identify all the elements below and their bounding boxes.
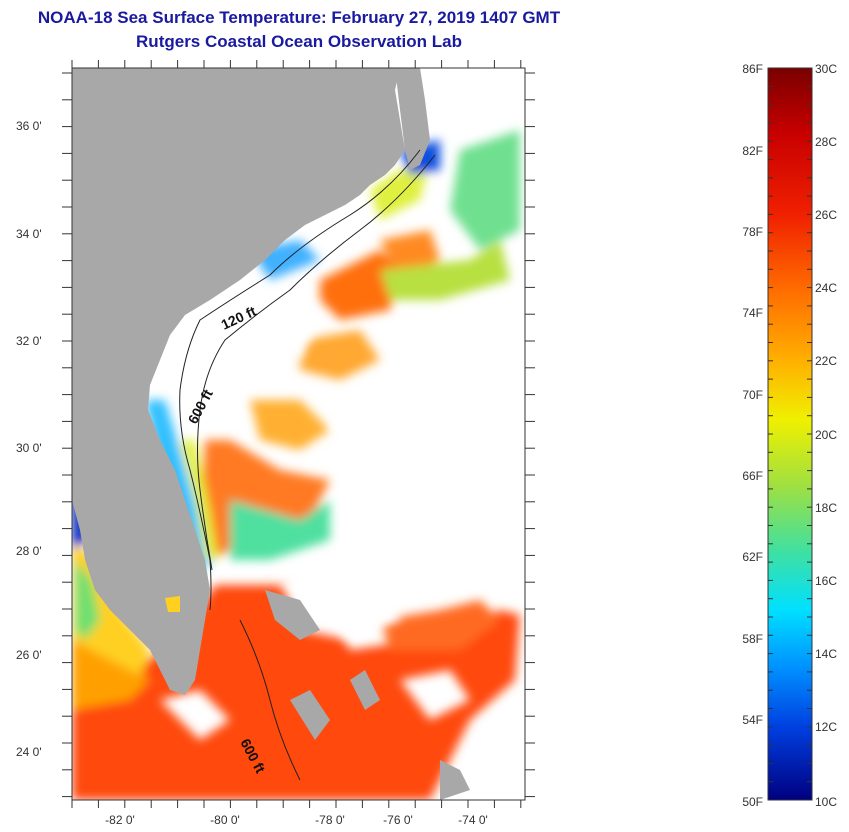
- cloud-5: [250, 300, 320, 360]
- land-outer-banks: [395, 68, 430, 170]
- colorbar-f-74: 74F: [742, 306, 763, 320]
- colorbar-c-26: 26C: [815, 208, 838, 222]
- coastal-yellow-nc: [370, 160, 430, 220]
- colorbar-f-66: 66F: [742, 469, 763, 483]
- lon-label-74: -74 0': [458, 813, 488, 827]
- frame-ticks: [62, 60, 535, 808]
- lon-label-80: -80 0': [210, 813, 240, 827]
- offshore-orange-patch-3: [320, 250, 400, 320]
- lat-label-30: 30 0': [16, 441, 42, 455]
- colorbar-c-10: 10C: [815, 795, 838, 809]
- colorbar-f-70: 70F: [742, 388, 763, 402]
- colorbar-c-28: 28C: [815, 135, 838, 149]
- colorbar-c-14: 14C: [815, 647, 838, 661]
- land-southeast-us: [72, 68, 405, 695]
- cloud-4: [330, 410, 420, 470]
- colorbar: [767, 67, 813, 801]
- land-bahamas-3: [350, 670, 380, 710]
- offshore-orange-patch-5: [300, 330, 380, 380]
- colorbar-ticks: [768, 67, 812, 801]
- colorbar-f-54: 54F: [742, 713, 763, 727]
- colorbar-c-16: 16C: [815, 574, 838, 588]
- colorbar-f-58: 58F: [742, 632, 763, 646]
- offshore-green-patch-3: [230, 500, 330, 560]
- lon-label-76: -76 0': [383, 813, 413, 827]
- sst-field: [72, 68, 520, 800]
- colorbar-f-86: 86F: [742, 62, 763, 76]
- gulf-orange: [72, 640, 150, 710]
- lake-okeechobee: [165, 596, 180, 612]
- lat-label-32: 32 0': [16, 334, 42, 348]
- lat-label-26: 26 0': [16, 648, 42, 662]
- land-cuba: [440, 760, 470, 800]
- east-orange: [380, 600, 500, 650]
- contour-600ft-south: [239, 619, 301, 781]
- lat-label-24: 24 0': [16, 745, 42, 759]
- colorbar-c-18: 18C: [815, 501, 838, 515]
- offshore-orange-patch-2: [250, 400, 330, 450]
- lat-label-28: 28 0': [16, 544, 42, 558]
- land-bahamas-1: [265, 590, 320, 640]
- colorbar-c-12: 12C: [815, 720, 838, 734]
- colorbar-c-30: 30C: [815, 62, 838, 76]
- contour-600ft: [197, 154, 436, 571]
- colorbar-f-78: 78F: [742, 225, 763, 239]
- cloud-3: [400, 670, 470, 720]
- colorbar-c-22: 22C: [815, 354, 838, 368]
- land-bahamas-2: [290, 690, 330, 740]
- colorbar-f-62: 62F: [742, 550, 763, 564]
- colorbar-f-82: 82F: [742, 144, 763, 158]
- colorbar-f-50: 50F: [742, 795, 763, 809]
- gulf-green-patch: [75, 560, 100, 640]
- lat-label-34: 34 0': [16, 227, 42, 241]
- cloud-2: [160, 690, 230, 740]
- lon-label-78: -78 0': [315, 813, 345, 827]
- offshore-green-patch-1: [380, 240, 510, 300]
- map-frame: [71, 67, 526, 801]
- contour-120ft: [179, 149, 421, 611]
- colorbar-c-24: 24C: [815, 281, 838, 295]
- map-title: NOAA-18 Sea Surface Temperature: Februar…: [37, 8, 561, 27]
- colorbar-c-20: 20C: [815, 428, 838, 442]
- offshore-green-patch-2: [450, 130, 520, 250]
- lon-label-82: -82 0': [105, 813, 135, 827]
- map-subtitle: Rutgers Coastal Ocean Observation Lab: [136, 32, 462, 51]
- lat-label-36: 36 0': [16, 119, 42, 133]
